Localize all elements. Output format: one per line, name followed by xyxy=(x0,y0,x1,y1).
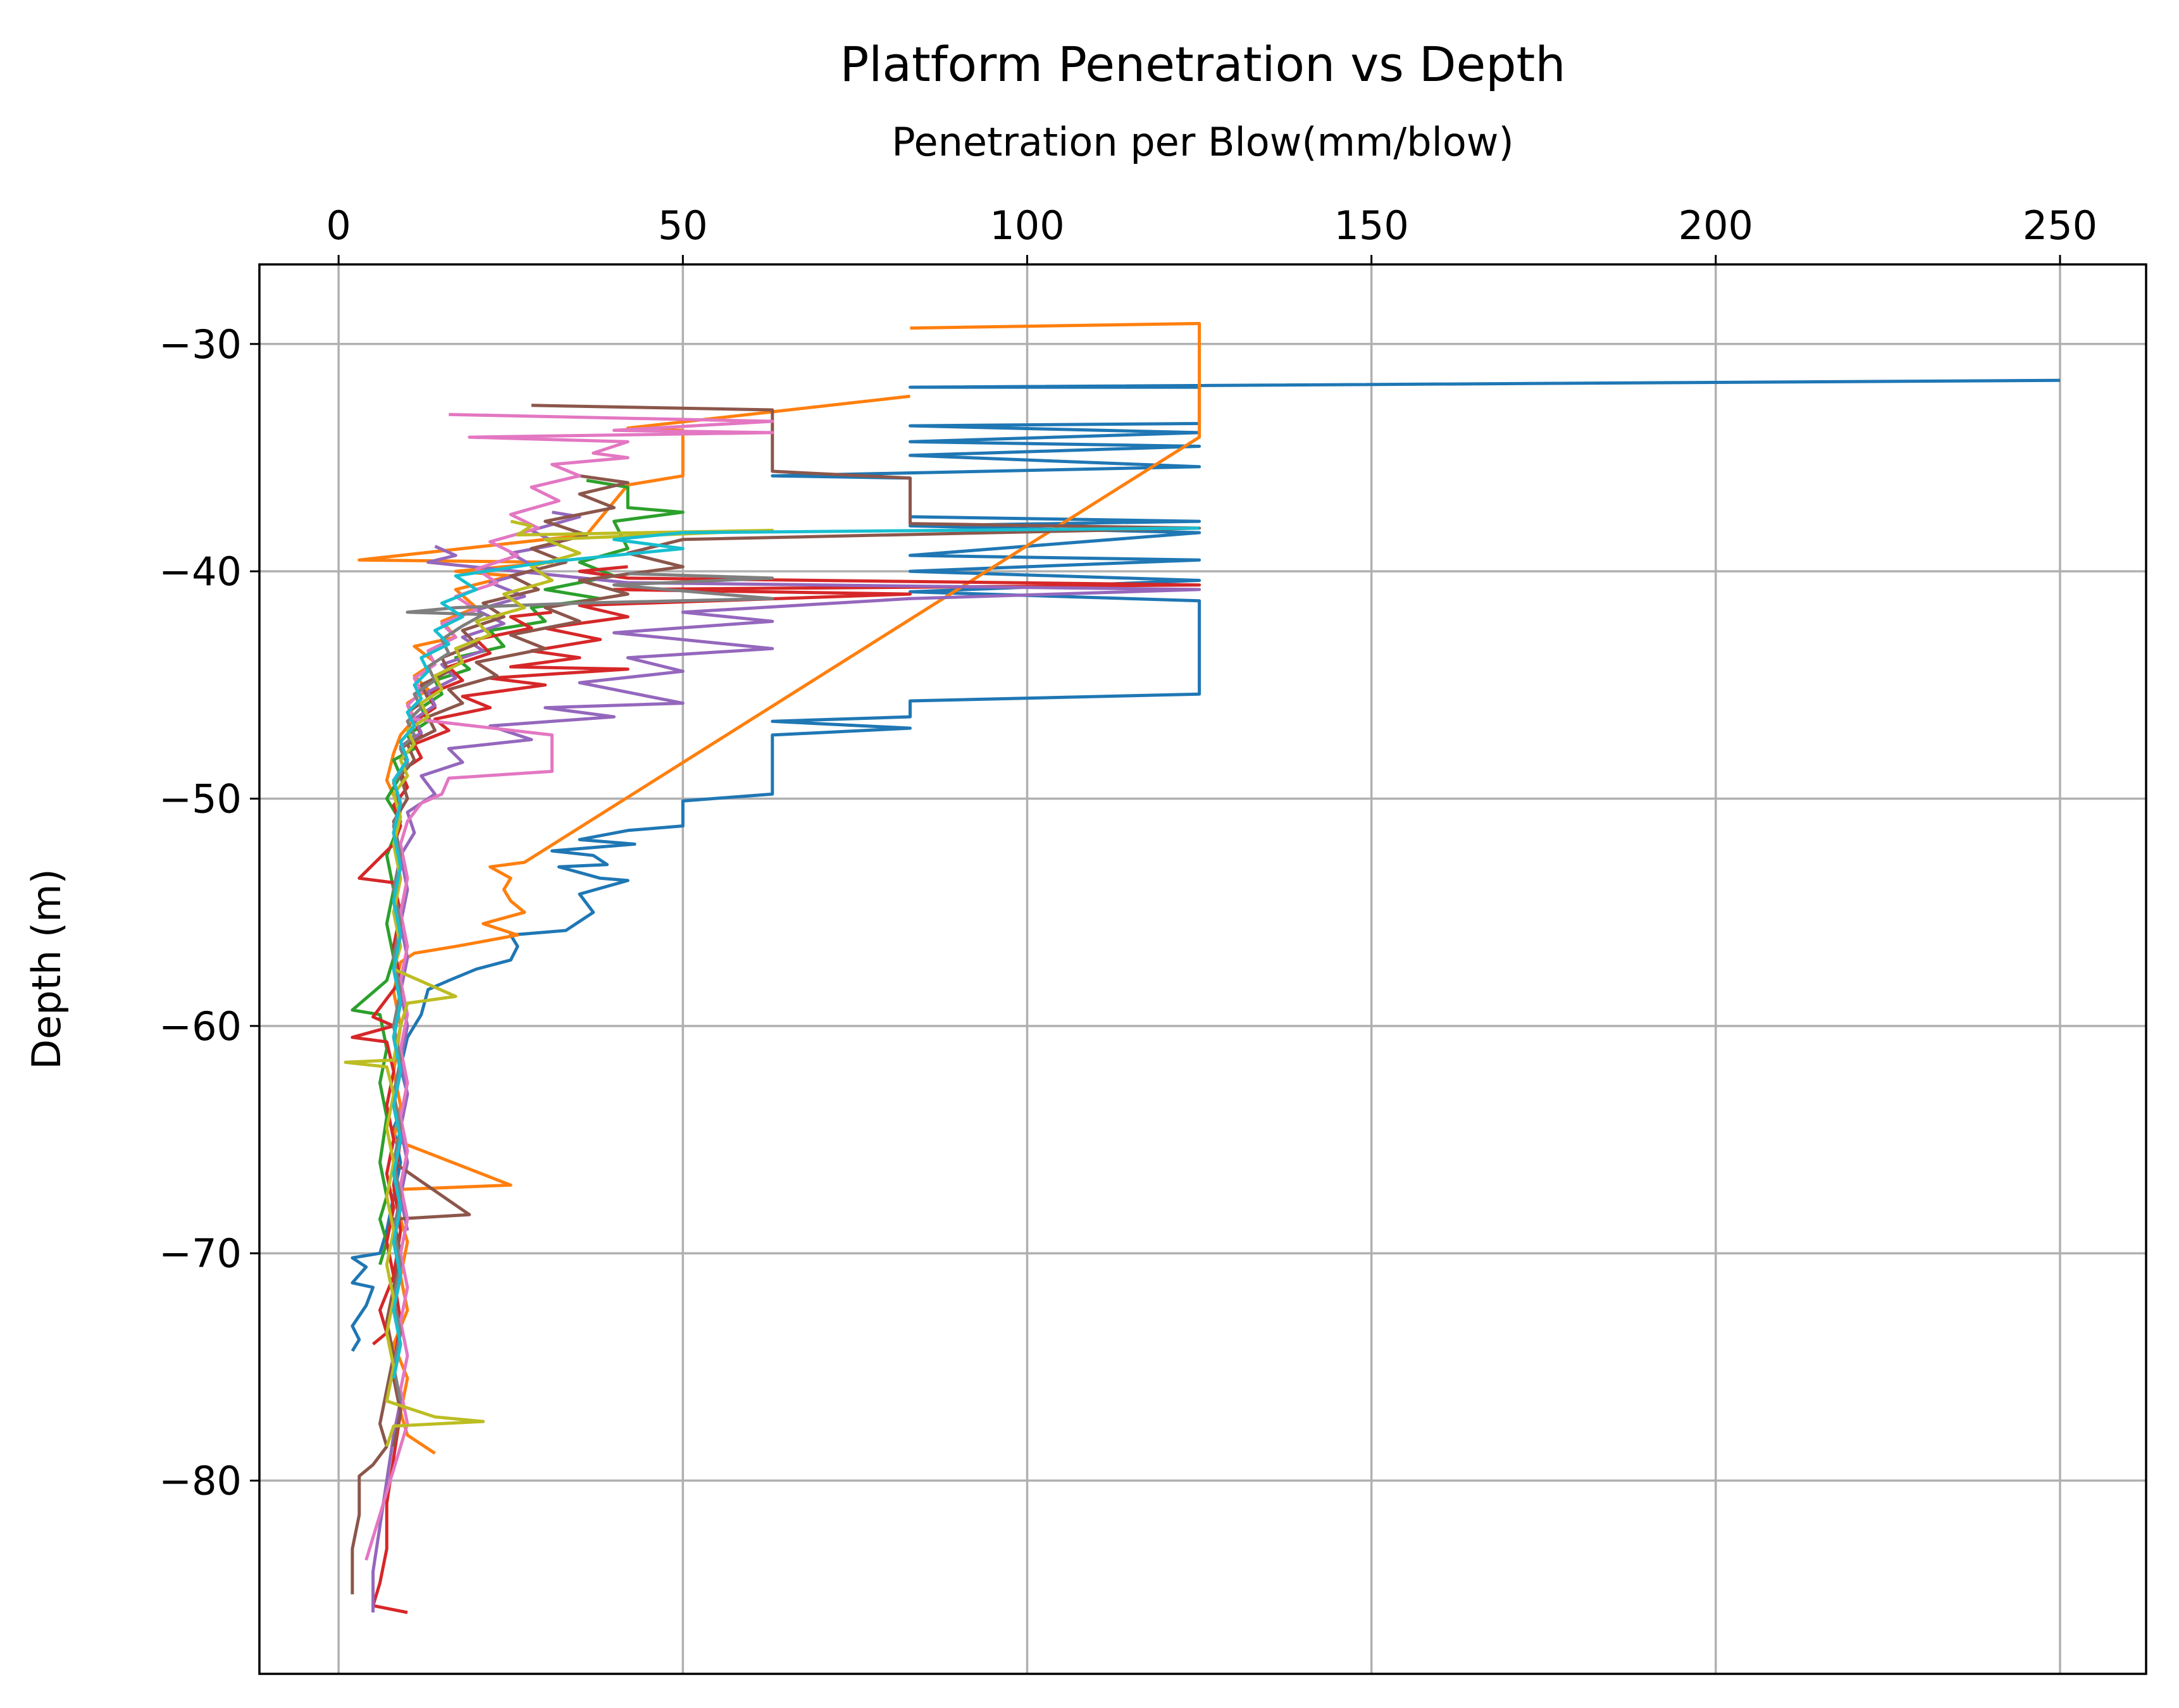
series-layer xyxy=(344,321,2061,1614)
y-axis-label: Depth (m) xyxy=(23,869,70,1069)
x-tick-label: 250 xyxy=(2023,202,2097,249)
series-line-8 xyxy=(399,545,1201,1231)
series-line-13 xyxy=(344,519,774,1447)
y-tick-label: −70 xyxy=(159,1230,242,1277)
series-line-14 xyxy=(392,526,1200,1379)
y-tick-label: −30 xyxy=(159,321,242,368)
x-tick-label: 150 xyxy=(1334,202,1408,249)
y-tick-label: −40 xyxy=(159,548,242,595)
grid xyxy=(259,264,2146,1674)
x-tick-label: 0 xyxy=(326,202,351,249)
chart-title: Platform Penetration vs Depth xyxy=(840,36,1565,92)
x-tick-label: 100 xyxy=(990,202,1064,249)
series-line-11 xyxy=(364,412,774,1561)
y-tick-label: −60 xyxy=(159,1003,242,1049)
y-tick-label: −80 xyxy=(159,1458,242,1504)
ticks: 0 50 100 150 200 250 −30 −40 −50 −60 −70 −80 xyxy=(159,202,2097,1504)
x-tick-label: 200 xyxy=(1679,202,1753,249)
x-axis-label: Penetration per Blow(mm/blow) xyxy=(891,119,1513,165)
plot-frame xyxy=(258,263,2147,1675)
x-tick-label: 50 xyxy=(658,202,708,249)
y-tick-label: −50 xyxy=(159,776,242,822)
